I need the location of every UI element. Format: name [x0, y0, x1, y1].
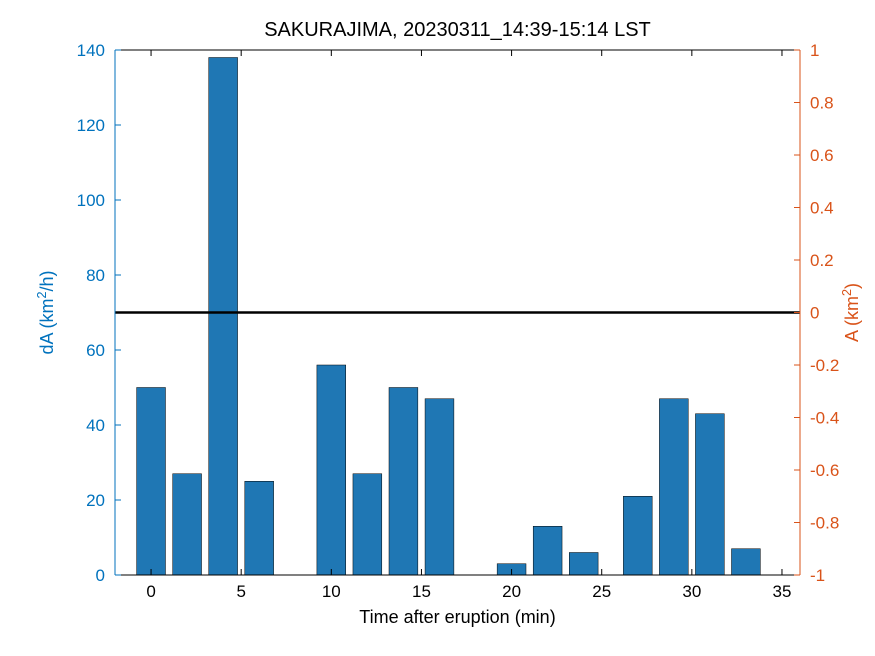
- bar: [533, 526, 562, 575]
- x-tick-label: 10: [322, 582, 341, 601]
- bar: [353, 474, 382, 575]
- y-right-tick-label: 0.6: [810, 146, 834, 165]
- y-left-tick-label: 100: [77, 191, 105, 210]
- chart-svg: 05101520253035Time after eruption (min)0…: [0, 0, 875, 656]
- chart-title: SAKURAJIMA, 20230311_14:39-15:14 LST: [264, 19, 651, 41]
- bar: [659, 399, 688, 575]
- y-right-tick-label: -0.2: [810, 356, 839, 375]
- x-axis-label: Time after eruption (min): [359, 607, 555, 627]
- y-right-tick-label: 0.4: [810, 199, 834, 218]
- y-left-tick-label: 40: [86, 416, 105, 435]
- y-right-tick-label: -0.8: [810, 514, 839, 533]
- bar: [569, 553, 598, 576]
- y-left-tick-label: 120: [77, 116, 105, 135]
- y-left-tick-label: 80: [86, 266, 105, 285]
- bar: [732, 549, 761, 575]
- y-left-tick-label: 20: [86, 491, 105, 510]
- x-tick-label: 5: [236, 582, 245, 601]
- bar: [623, 496, 652, 575]
- y-left-tick-label: 0: [96, 566, 105, 585]
- x-tick-label: 30: [682, 582, 701, 601]
- y-right-tick-label: -0.4: [810, 409, 839, 428]
- y-right-tick-label: 0: [810, 304, 819, 323]
- x-tick-label: 20: [502, 582, 521, 601]
- x-tick-label: 15: [412, 582, 431, 601]
- y-right-tick-label: -0.6: [810, 461, 839, 480]
- y-left-tick-label: 140: [77, 41, 105, 60]
- bar: [173, 474, 202, 575]
- x-tick-label: 0: [146, 582, 155, 601]
- y-left-tick-label: 60: [86, 341, 105, 360]
- y-right-tick-label: 0.8: [810, 94, 834, 113]
- y-right-tick-label: 0.2: [810, 251, 834, 270]
- y-right-tick-label: -1: [810, 566, 825, 585]
- bar: [209, 58, 238, 576]
- bar: [389, 388, 418, 576]
- bar: [425, 399, 454, 575]
- bar: [695, 414, 724, 575]
- bar: [137, 388, 166, 576]
- y-left-axis-label: dA (km2/h): [35, 270, 57, 354]
- y-right-tick-label: 1: [810, 41, 819, 60]
- x-tick-label: 25: [592, 582, 611, 601]
- x-tick-label: 35: [773, 582, 792, 601]
- chart-container: 05101520253035Time after eruption (min)0…: [0, 0, 875, 656]
- bar: [317, 365, 346, 575]
- bar: [245, 481, 274, 575]
